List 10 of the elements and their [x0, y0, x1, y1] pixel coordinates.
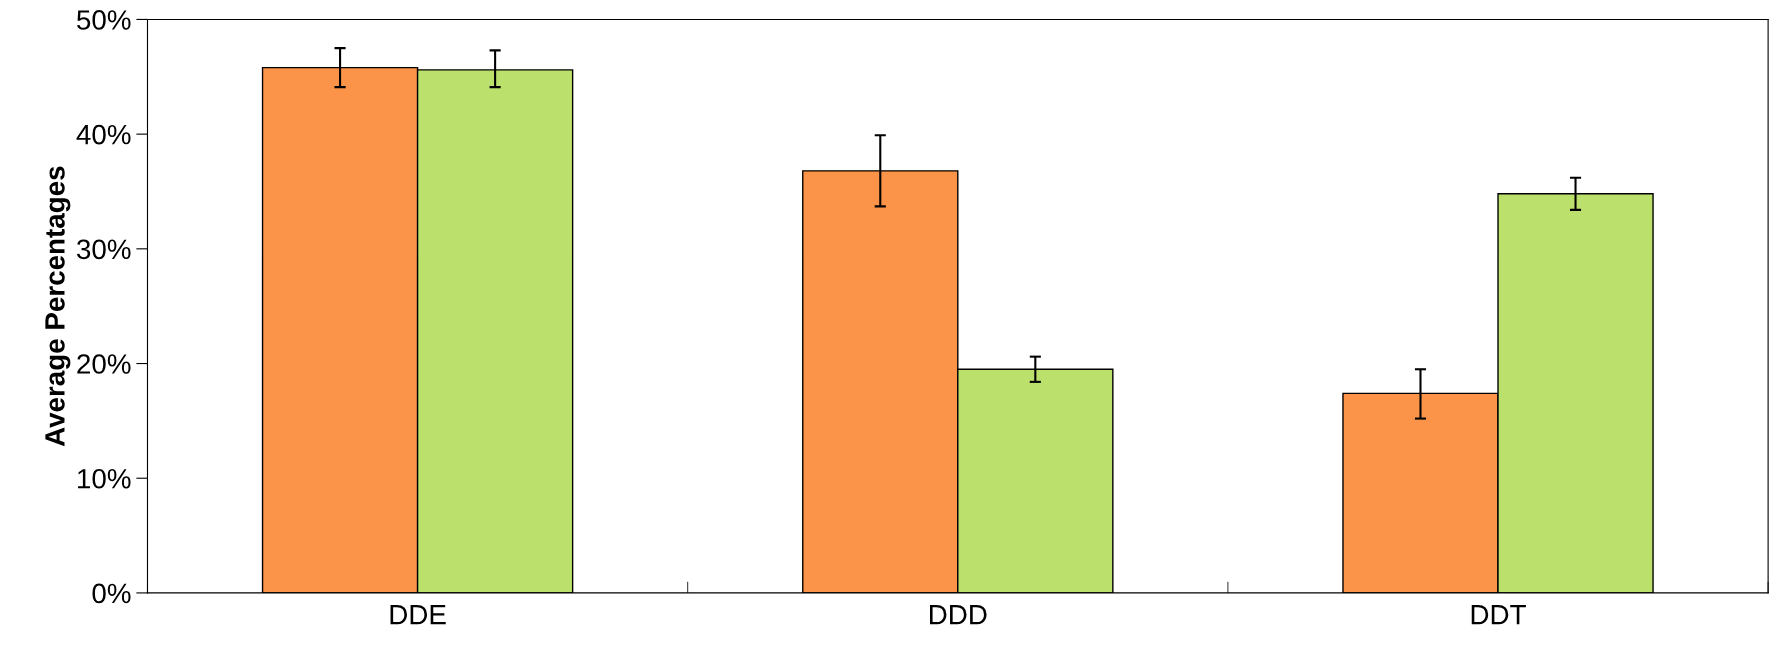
y-tick-label: 50%	[77, 10, 131, 30]
x-tick-label: DDD	[929, 605, 987, 625]
y-tick-label: 10%	[78, 468, 131, 489]
x-tick-label: DDE	[390, 605, 446, 625]
y-tick-label: 40%	[76, 124, 131, 145]
x-tick-label: DDT	[1471, 605, 1526, 625]
y-tick-label: 30%	[76, 239, 131, 260]
y-tick-label: 0%	[92, 583, 131, 604]
y-axis-title: Average Percentages	[45, 166, 71, 447]
y-tick-label: 20%	[77, 354, 131, 374]
